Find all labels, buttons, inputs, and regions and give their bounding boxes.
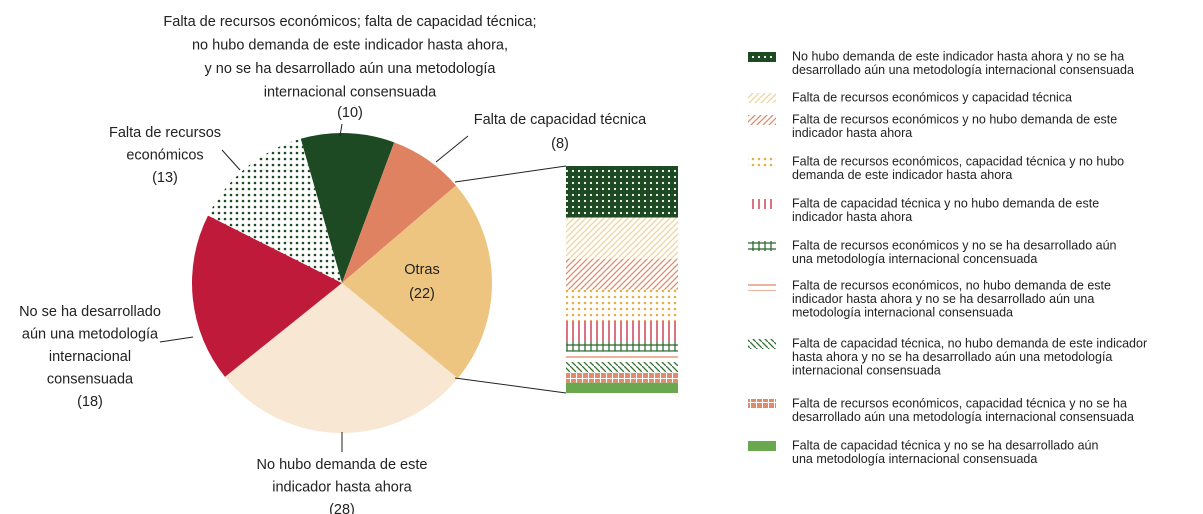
slice-label: y no se ha desarrollado aún una metodolo… [204,61,496,77]
legend-swatch [748,339,776,349]
legend-label: Falta de capacidad técnica, no hubo dema… [792,336,1147,350]
bar-segment [566,217,678,259]
slice-label: No se ha desarrollado [19,304,161,320]
slice-label: económicos [126,147,203,163]
legend-label: indicador hasta ahora [792,126,912,140]
legend-label: Falta de recursos económicos y capacidad… [792,90,1072,104]
connector [454,377,567,394]
pie-slice [342,142,456,283]
legend-label: indicador hasta ahora y no se ha desarro… [792,292,1094,306]
value-label: (8) [551,136,569,152]
legend-label: Falta de capacidad técnica y no se ha de… [792,438,1098,452]
legend-swatch [748,281,776,291]
legend-swatch [748,157,776,167]
bar-segment [566,341,678,352]
bar-segment [566,258,678,290]
bar-segment [566,351,678,363]
legend-swatch [748,441,776,451]
value-label: (10) [337,105,363,121]
slice-label: no hubo demanda de este indicador hasta … [192,37,508,53]
pie-slice [224,283,458,434]
legend-swatch [748,93,776,103]
slice-label: internacional consensuada [264,84,437,100]
leader-line [159,336,194,343]
legend-label: Falta de recursos económicos y no hubo d… [792,112,1117,126]
legend-label: desarrollado aún una metodología interna… [792,410,1134,424]
slice-label: indicador hasta ahora [272,479,412,495]
legend-label: indicador hasta ahora [792,210,912,224]
legend-label: Falta de recursos económicos, capacidad … [792,396,1127,410]
legend-swatch [748,241,776,251]
bar-segment [566,362,678,373]
leader-line [435,135,469,163]
legend-swatch [748,399,776,409]
slice-label: internacional [49,349,131,365]
slice-label: consensuada [47,371,134,387]
legend-label: desarrollado aún una metodología interna… [792,63,1134,77]
legend-label: metodología internacional consensuada [792,305,1013,319]
pie-slice [192,215,342,377]
leader-line [339,123,343,137]
legend-label: Falta de recursos económicos, capacidad … [792,154,1124,168]
legend-label: Falta de capacidad técnica y no hubo dem… [792,196,1099,210]
value-label: (22) [409,286,435,302]
value-label: (18) [77,394,103,410]
bar-segment [566,372,678,383]
slice-label: No hubo demanda de este [257,457,428,473]
legend-label: No hubo demanda de este indicador hasta … [792,49,1124,63]
pie-slice [342,185,493,379]
bar-segment [566,382,678,393]
legend-label: una metodología internacional concensuad… [792,252,1037,266]
legend-label: Falta de recursos económicos y no se ha … [792,238,1117,252]
bar-segment [566,166,678,218]
legend-label: demanda de este indicador hasta ahora [792,168,1012,182]
leader-line [221,149,241,171]
value-label: (13) [152,170,178,186]
slice-label: Falta de recursos económicos; falta de c… [163,14,536,30]
connector [454,165,567,183]
legend-label: Falta de recursos económicos, no hubo de… [792,278,1111,292]
legend-label: internacional consensuada [792,363,941,377]
legend-label: hasta ahora y no se ha desarrollado aún … [792,350,1112,364]
slice-label: aún una metodología [22,326,159,342]
value-label: (28) [329,502,355,514]
slice-label: Otras [404,262,439,278]
pie-slice [208,138,342,283]
legend-label: una metodología internacional consensuad… [792,452,1037,466]
slice-label: Falta de recursos [109,125,221,141]
pie-slice [300,132,395,283]
slice-label: Falta de capacidad técnica [474,112,647,128]
legend-swatch [748,199,776,209]
bar-segment [566,320,678,342]
legend-swatch [748,115,776,125]
legend-swatch [748,52,776,62]
bar-segment [566,289,678,321]
